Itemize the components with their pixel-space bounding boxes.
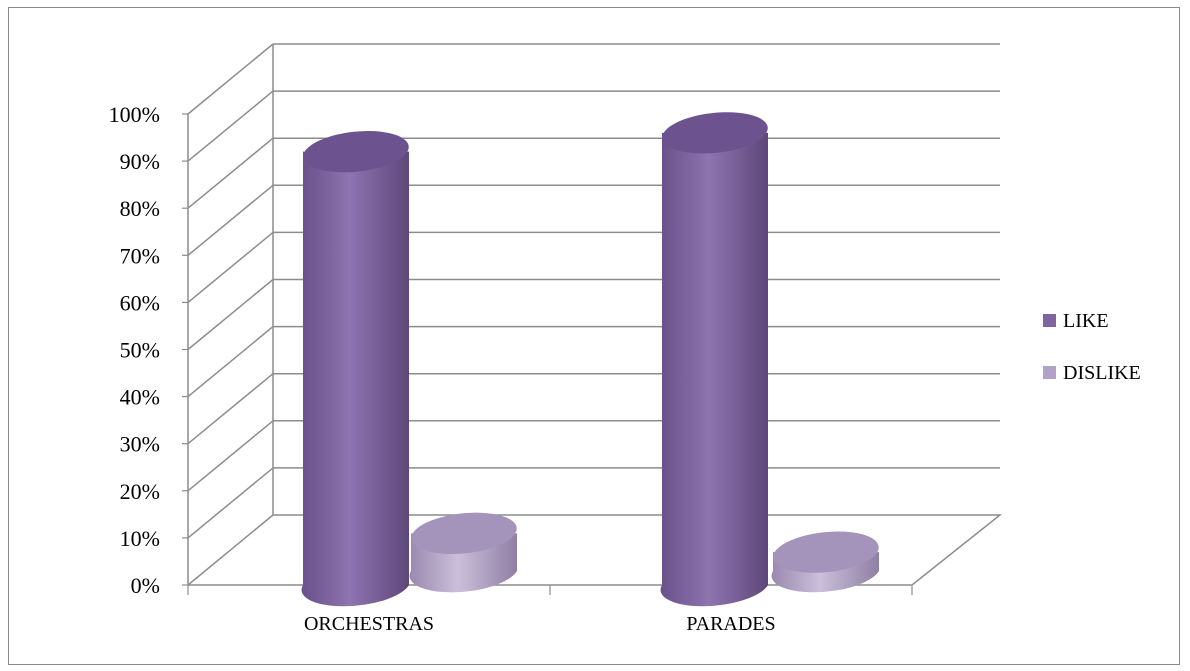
category-labels: ORCHESTRAS PARADES	[304, 613, 776, 635]
y-tick-label: 60%	[120, 290, 160, 315]
legend-swatch-dislike	[1043, 366, 1056, 379]
bar-top-like-parades	[662, 112, 768, 154]
legend-swatch-like	[1043, 314, 1056, 327]
gridline-side	[187, 278, 274, 351]
gridline-side	[187, 514, 274, 586]
gridline-side	[187, 231, 274, 303]
gridline-side	[187, 184, 274, 256]
y-tick-label: 10%	[120, 526, 160, 551]
bar-top-like-orchestras	[303, 131, 409, 173]
legend-label-like: LIKE	[1063, 310, 1109, 332]
axes	[182, 44, 1003, 595]
bar-like-parades	[660, 132, 768, 607]
bar-top-dislike-orchestras	[411, 512, 517, 554]
bars	[301, 112, 879, 607]
bar-top-dislike-parades	[773, 531, 879, 573]
bar-like-orchestras	[301, 151, 409, 607]
gridline-side	[187, 137, 274, 209]
gridline-side	[187, 43, 274, 115]
gridline-side	[187, 373, 274, 445]
category-label: ORCHESTRAS	[304, 613, 434, 635]
y-tick-label: 20%	[120, 479, 160, 504]
legend: LIKE DISLIKE	[1043, 310, 1141, 384]
category-label: PARADES	[686, 613, 775, 635]
y-tick-labels: 0% 10% 20% 30% 40% 50% 60% 70% 80% 90% 100%	[109, 102, 160, 598]
gridline-side	[187, 90, 274, 162]
legend-label-dislike: DISLIKE	[1063, 362, 1141, 384]
gridline-side	[187, 326, 274, 398]
y-tick-label: 100%	[109, 102, 160, 127]
y-tick-label: 80%	[120, 196, 160, 221]
y-tick-label: 40%	[120, 385, 160, 410]
y-tick-label: 50%	[120, 338, 160, 363]
gridline-side	[187, 420, 274, 492]
gridline-side	[187, 467, 274, 539]
y-tick-label: 0%	[131, 573, 160, 598]
y-tick-label: 30%	[120, 432, 160, 457]
y-tick-label: 90%	[120, 149, 160, 174]
y-tick-label: 70%	[120, 243, 160, 268]
